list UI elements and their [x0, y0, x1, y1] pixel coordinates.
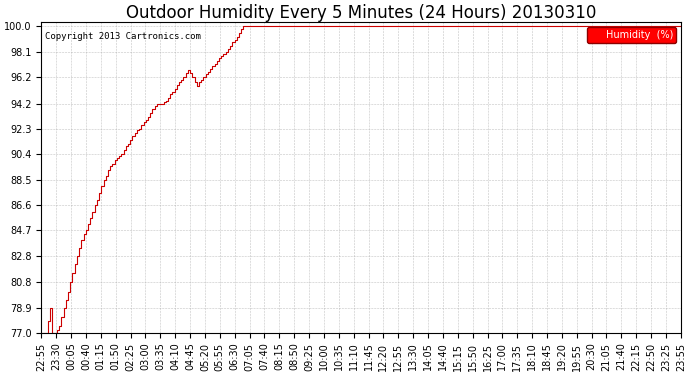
- Text: Copyright 2013 Cartronics.com: Copyright 2013 Cartronics.com: [45, 32, 201, 40]
- Title: Outdoor Humidity Every 5 Minutes (24 Hours) 20130310: Outdoor Humidity Every 5 Minutes (24 Hou…: [126, 4, 596, 22]
- Legend: Humidity  (%): Humidity (%): [587, 27, 676, 43]
